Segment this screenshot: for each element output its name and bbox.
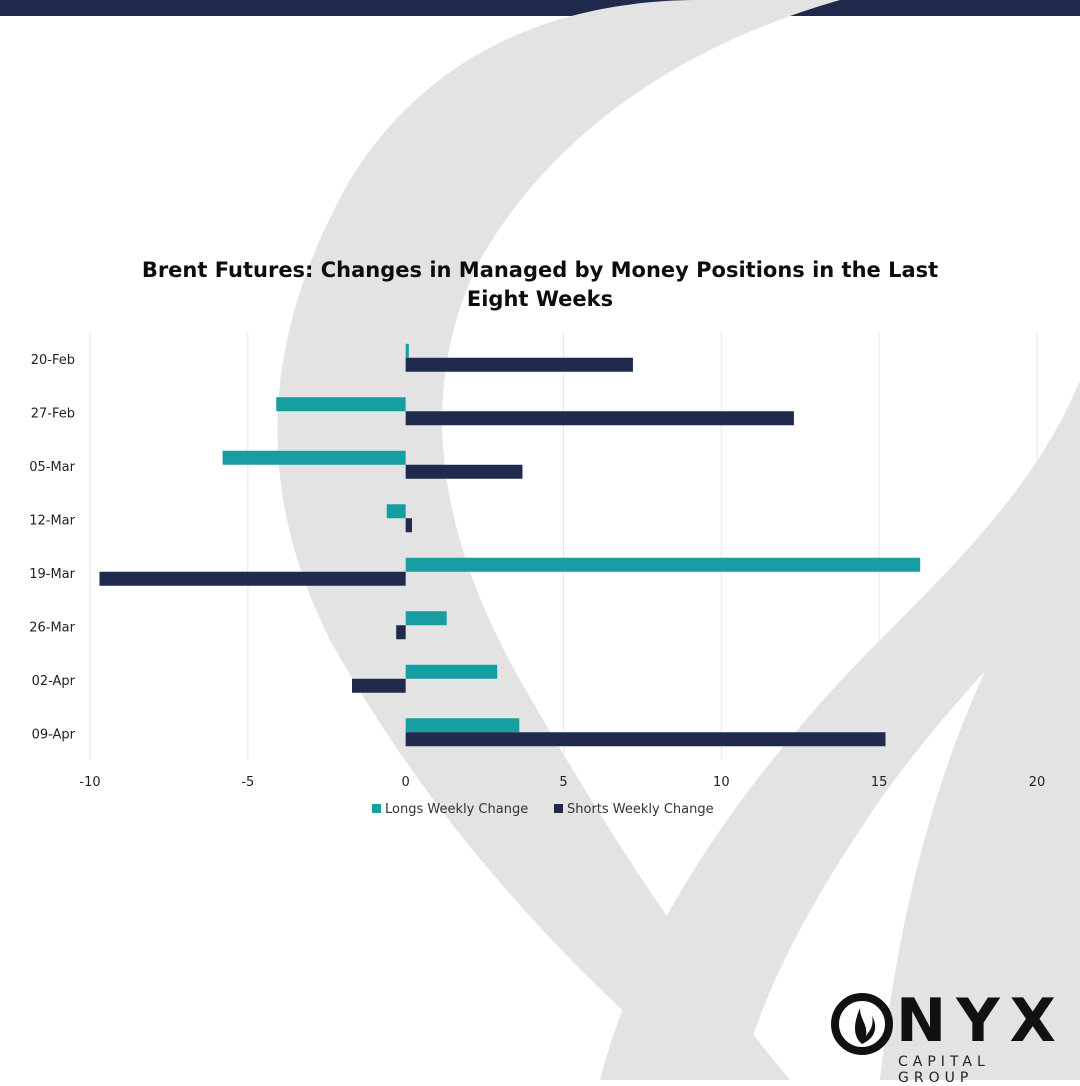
- longs-bar: [405, 343, 409, 358]
- shorts-bar: [405, 464, 523, 479]
- x-tick-label: 5: [559, 775, 567, 790]
- longs-bar: [405, 664, 498, 679]
- shorts-bar: [352, 678, 406, 693]
- logo-tagline: CAPITAL GROUP: [898, 1054, 990, 1086]
- x-tick-label: 0: [402, 775, 410, 790]
- shorts-bar: [405, 357, 633, 372]
- category-label: 12-Mar: [29, 513, 75, 528]
- category-labels: 20-Feb 27-Feb 05-Mar 12-Mar 19-Mar 26-Mar 02-A…: [29, 353, 75, 743]
- longs-bar: [386, 504, 406, 519]
- shorts-bar: [396, 625, 406, 640]
- bars: [99, 343, 921, 747]
- shorts-bar: [405, 518, 412, 533]
- category-label: 20-Feb: [31, 353, 75, 368]
- chart-title: Brent Futures: Changes in Managed by Mon…: [141, 258, 939, 311]
- category-label: 27-Feb: [31, 406, 75, 421]
- shorts-bar: [405, 411, 794, 426]
- longs-bar: [222, 450, 406, 465]
- longs-bar: [405, 557, 921, 572]
- longs-bar: [276, 397, 406, 412]
- legend-label-shorts: Shorts Weekly Change: [567, 802, 714, 817]
- longs-bar: [405, 611, 447, 626]
- logo-wordmark: NYX: [896, 986, 1066, 1056]
- longs-bar: [405, 718, 520, 733]
- x-tick-label: 15: [871, 775, 888, 790]
- category-label: 02-Apr: [32, 674, 76, 689]
- legend-swatch-longs: [372, 804, 381, 813]
- onyx-logo: NYX CAPITAL GROUP: [820, 986, 1072, 1086]
- category-label: 05-Mar: [29, 460, 75, 475]
- shorts-bar: [405, 732, 886, 747]
- legend: Longs Weekly Change Shorts Weekly Change: [372, 802, 714, 817]
- x-tick-label: -10: [79, 775, 100, 790]
- flame-icon: [831, 993, 893, 1055]
- shorts-bar: [99, 571, 406, 586]
- legend-label-longs: Longs Weekly Change: [385, 802, 528, 817]
- x-tick-label: -5: [241, 775, 254, 790]
- category-label: 09-Apr: [32, 727, 76, 742]
- x-tick-label: 20: [1029, 775, 1046, 790]
- legend-swatch-shorts: [554, 804, 563, 813]
- x-tick-labels: -10 -5 0 5 10 15 20: [79, 775, 1045, 790]
- gridlines: [89, 332, 1038, 760]
- category-label: 19-Mar: [29, 567, 75, 582]
- category-label: 26-Mar: [29, 620, 75, 635]
- x-tick-label: 10: [713, 775, 730, 790]
